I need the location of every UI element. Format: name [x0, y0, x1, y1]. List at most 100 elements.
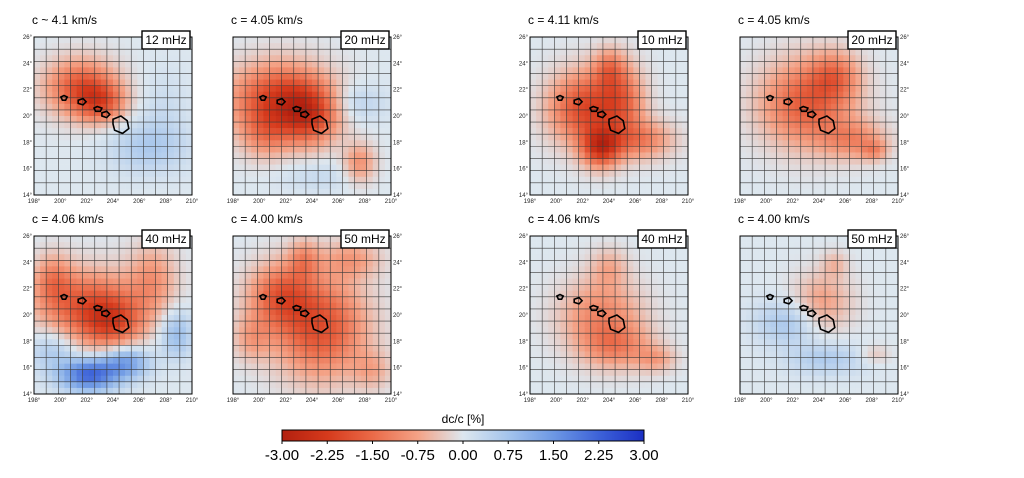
lat-tick-label: 20° [393, 313, 403, 319]
lat-tick-label: 22° [900, 88, 910, 94]
lat-tick-label: 18° [519, 140, 529, 146]
lon-tick-label: 210° [385, 199, 398, 205]
lat-tick-label: 14° [393, 392, 403, 398]
lat-tick-label: 16° [519, 167, 529, 173]
lon-tick-label: 198° [524, 199, 537, 205]
lon-tick-label: 208° [865, 199, 878, 205]
lon-tick-label: 202° [80, 199, 93, 205]
lon-tick-label: 206° [332, 199, 345, 205]
phase-velocity-map: 198° 200° 202° 204° 206° 208° 210°14°16°18°20°… [227, 30, 403, 205]
velocity-label: c = 4.00 km/s [738, 212, 810, 226]
frequency-label: 20 mHz [851, 33, 892, 47]
lat-tick-label: 22° [393, 287, 403, 293]
lat-tick-label: 22° [393, 88, 403, 94]
island-outline [300, 309, 310, 318]
frequency-label-box: 50 mHz [340, 229, 390, 249]
frequency-label-box: 40 mHz [141, 229, 191, 249]
phase-velocity-map: 198° 200° 202° 204° 206° 208° 210°14°16°18°20°… [23, 229, 199, 404]
lon-tick-label: 202° [786, 199, 799, 205]
colorbar-tick-label: -3.00 [264, 447, 300, 464]
island-outline [311, 314, 329, 334]
phase-velocity-map: 198° 200° 202° 204° 206° 208° 210°14°16°18°20°… [519, 30, 695, 205]
lat-tick-label: 14° [900, 392, 910, 398]
lon-tick-label: 208° [655, 398, 668, 404]
lat-tick-label: 18° [519, 339, 529, 345]
colorbar-tick-label: -1.50 [355, 447, 390, 464]
lon-tick-label: 198° [524, 398, 537, 404]
lon-tick-label: 204° [603, 398, 616, 404]
lat-tick-label: 20° [900, 114, 910, 120]
lat-tick-label: 20° [23, 313, 33, 319]
lat-tick-label: 16° [23, 366, 33, 372]
lat-tick-label: 18° [393, 339, 403, 345]
colorbar: dc/c [%] -3.00 -2.25 -1.50 -0.75 0.00 0.75 1.5… [265, 412, 659, 478]
lon-tick-label: 210° [682, 398, 695, 404]
lat-tick-label: 14° [519, 392, 529, 398]
lat-tick-label: 14° [900, 193, 910, 199]
lon-tick-label: 208° [655, 199, 668, 205]
lat-tick-label: 26° [23, 35, 33, 41]
lon-tick-label: 200° [760, 398, 773, 404]
lon-tick-label: 202° [576, 199, 589, 205]
lon-tick-label: 208° [159, 398, 172, 404]
velocity-label: c = 4.06 km/s [32, 212, 104, 226]
lat-tick-label: 26° [393, 35, 403, 41]
island-outline [818, 115, 836, 135]
island-outline [608, 115, 626, 135]
lon-tick-label: 200° [54, 199, 67, 205]
lon-tick-label: 206° [839, 398, 852, 404]
island-outline [765, 94, 775, 102]
lon-tick-label: 198° [227, 199, 240, 205]
island-outline [77, 97, 88, 106]
island-outline [608, 314, 626, 334]
frequency-label: 12 mHz [145, 33, 186, 47]
lat-tick-label: 22° [519, 287, 529, 293]
lon-tick-label: 202° [279, 199, 292, 205]
island-outline [276, 296, 287, 305]
lon-tick-label: 202° [279, 398, 292, 404]
lat-tick-label: 26° [393, 234, 403, 240]
island-outline [276, 97, 287, 106]
frequency-label-box: 50 mHz [847, 229, 897, 249]
lon-tick-label: 198° [227, 398, 240, 404]
island-outline [798, 105, 810, 113]
lat-tick-label: 20° [519, 313, 529, 319]
lat-tick-label: 18° [23, 339, 33, 345]
lat-tick-label: 22° [900, 287, 910, 293]
lat-tick-label: 24° [900, 61, 910, 67]
velocity-label: c = 4.05 km/s [231, 13, 303, 27]
phase-velocity-map: 198° 200° 202° 204° 206° 208° 210°14°16°18°20°… [519, 229, 695, 404]
frequency-label-box: 20 mHz [340, 30, 390, 50]
island-outline [765, 293, 775, 301]
lon-tick-label: 200° [550, 199, 563, 205]
lon-tick-label: 202° [786, 398, 799, 404]
island-outline [101, 309, 111, 318]
lat-tick-label: 22° [519, 88, 529, 94]
island-outline [59, 94, 69, 102]
island-outline [807, 309, 817, 318]
lon-tick-label: 200° [253, 199, 266, 205]
velocity-label: c = 4.00 km/s [231, 212, 303, 226]
lat-tick-label: 20° [23, 114, 33, 120]
lat-tick-label: 24° [23, 61, 33, 67]
island-outline [258, 94, 268, 102]
lon-tick-label: 200° [550, 398, 563, 404]
lon-tick-label: 210° [892, 199, 905, 205]
island-outline [311, 115, 329, 135]
island-outline [783, 97, 794, 106]
lat-tick-label: 24° [519, 260, 529, 266]
colorbar-tick-label: 1.50 [538, 447, 569, 464]
island-outline [588, 105, 600, 113]
island-outline [555, 94, 565, 102]
lon-tick-label: 206° [133, 398, 146, 404]
lon-tick-label: 210° [186, 398, 199, 404]
lon-tick-label: 210° [682, 199, 695, 205]
colorbar-tick-label: 0.00 [448, 447, 478, 464]
lon-tick-label: 210° [892, 398, 905, 404]
island-outline [573, 97, 584, 106]
island-outline [555, 293, 565, 301]
lat-tick-label: 16° [23, 167, 33, 173]
colorbar-tick-label: 3.00 [629, 447, 659, 464]
phase-velocity-map: 198° 200° 202° 204° 206° 208° 210°14°16°18°20°… [734, 229, 910, 404]
lon-tick-label: 204° [813, 199, 826, 205]
